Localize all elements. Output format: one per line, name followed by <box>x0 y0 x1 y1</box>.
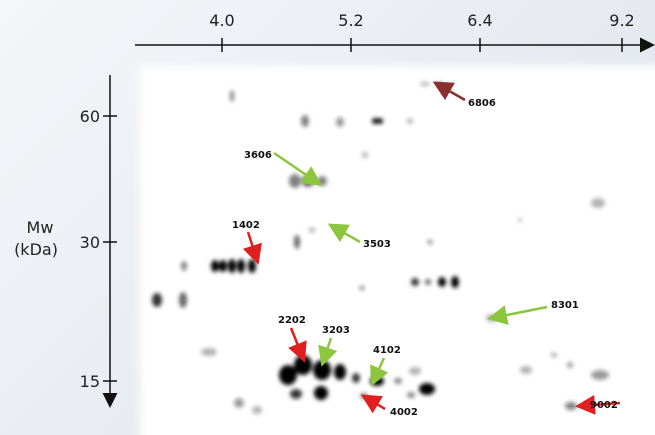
spot <box>181 261 187 271</box>
spot <box>201 348 217 356</box>
spot <box>313 360 331 380</box>
spot-label: 2202 <box>278 315 306 326</box>
gel-figure: Mw (kDa) 4.0 5.2 6.4 9.2 60 30 15 6806 3606 1402 3… <box>0 0 655 435</box>
spot-label: 8301 <box>551 300 579 311</box>
spot <box>279 365 297 385</box>
spot <box>219 260 227 272</box>
spot <box>411 278 419 286</box>
x-tick-label: 6.4 <box>467 11 492 30</box>
spot <box>152 293 162 307</box>
x-tick-label: 9.2 <box>609 11 634 30</box>
spot <box>228 259 236 273</box>
spot <box>591 370 609 380</box>
spot <box>420 82 430 86</box>
spot <box>377 118 383 124</box>
spot-label: 3503 <box>363 239 391 250</box>
spot <box>230 90 234 102</box>
spot <box>211 260 219 272</box>
spot <box>290 389 302 399</box>
spot <box>234 398 244 408</box>
spot <box>362 152 368 158</box>
spot <box>591 198 605 208</box>
spot-label: 3203 <box>322 325 350 336</box>
x-tick-label: 4.0 <box>209 11 234 30</box>
spot <box>394 378 402 384</box>
spot <box>409 367 421 375</box>
y-tick-label: 60 <box>80 107 100 126</box>
spot <box>427 240 433 244</box>
spot <box>334 364 346 380</box>
spot <box>336 117 344 127</box>
spot-label: 4002 <box>390 407 418 418</box>
y-axis-label: (kDa) <box>14 240 58 259</box>
spot <box>520 366 532 374</box>
y-tick-label: 15 <box>80 372 100 391</box>
spot-label: 1402 <box>232 220 260 231</box>
spot <box>309 227 315 233</box>
x-tick-label: 5.2 <box>338 11 363 30</box>
spot <box>248 259 256 273</box>
spot <box>451 276 459 288</box>
spot <box>314 386 328 400</box>
spot <box>294 235 300 249</box>
spot <box>518 218 522 222</box>
spot <box>407 118 413 124</box>
y-axis-label: Mw <box>27 218 54 237</box>
figure: Mw (kDa) 4.0 5.2 6.4 9.2 60 30 15 6806 3606 1402 3… <box>0 0 655 435</box>
spot-label: 6806 <box>468 98 496 109</box>
spot <box>407 392 415 398</box>
spot-label: 3606 <box>244 150 272 161</box>
spot-label: 9002 <box>590 400 618 411</box>
spot <box>567 362 573 368</box>
spot <box>252 406 262 414</box>
spot <box>565 402 577 410</box>
spot <box>179 292 187 308</box>
spot-label: 4102 <box>373 345 401 356</box>
spot <box>438 277 446 287</box>
spot <box>301 115 309 127</box>
spot <box>551 353 557 357</box>
spot <box>352 373 360 383</box>
spot <box>425 279 431 285</box>
y-tick-label: 30 <box>80 233 100 252</box>
spot <box>237 259 245 273</box>
spot <box>317 176 327 186</box>
spot <box>359 286 365 290</box>
spot <box>289 174 301 188</box>
spot <box>419 383 435 395</box>
